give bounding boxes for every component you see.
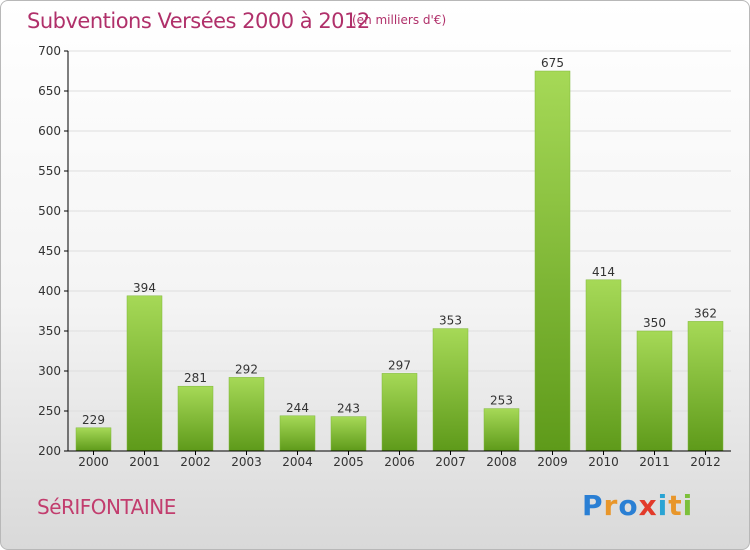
bar-value-label: 229 xyxy=(82,413,105,427)
logo-letter: o xyxy=(618,489,639,522)
x-tick-label: 2003 xyxy=(231,455,262,469)
y-tick-label: 700 xyxy=(38,44,61,58)
bar xyxy=(228,377,265,452)
proxiti-logo: Proxiti xyxy=(582,489,693,522)
bar-value-label: 253 xyxy=(490,394,513,408)
bar-value-label: 292 xyxy=(235,362,258,376)
bar xyxy=(75,427,112,452)
bar xyxy=(279,415,316,452)
bar-value-label: 353 xyxy=(439,314,462,328)
y-tick-label: 550 xyxy=(38,164,61,178)
y-tick-label: 250 xyxy=(38,404,61,418)
chart-title: Subventions Versées 2000 à 2012 xyxy=(27,9,370,33)
y-tick-label: 650 xyxy=(38,84,61,98)
logo-letter: i xyxy=(682,489,694,522)
bar-value-label: 414 xyxy=(592,265,615,279)
bar xyxy=(636,330,673,452)
bar-value-label: 243 xyxy=(337,402,360,416)
labels: 200 250 300 350 400 450 500 550 600 650 700 229 2000… xyxy=(38,44,721,469)
bar-value-label: 281 xyxy=(184,371,207,385)
y-tick-label: 300 xyxy=(38,364,61,378)
place-name: SéRIFONTAINE xyxy=(37,495,176,519)
logo-letter: r xyxy=(603,489,619,522)
y-tick-label: 200 xyxy=(38,444,61,458)
bar xyxy=(432,328,469,452)
x-tick-label: 2010 xyxy=(588,455,619,469)
logo-letter: t xyxy=(668,489,683,522)
y-tick-label: 400 xyxy=(38,284,61,298)
bar xyxy=(585,279,622,452)
bar xyxy=(687,321,724,452)
x-tick-label: 2007 xyxy=(435,455,466,469)
bars xyxy=(75,70,724,452)
bar-value-label: 362 xyxy=(694,306,717,320)
x-tick-label: 2000 xyxy=(78,455,109,469)
x-tick-label: 2002 xyxy=(180,455,211,469)
y-tick-label: 450 xyxy=(38,244,61,258)
bar xyxy=(483,408,520,452)
x-tick-label: 2009 xyxy=(537,455,568,469)
bar-value-label: 394 xyxy=(133,281,156,295)
bar-value-label: 350 xyxy=(643,316,666,330)
y-tick-label: 350 xyxy=(38,324,61,338)
logo-letter: x xyxy=(638,489,658,522)
bar xyxy=(381,373,418,452)
x-tick-label: 2004 xyxy=(282,455,313,469)
bar-value-label: 244 xyxy=(286,401,309,415)
bar xyxy=(330,416,367,452)
chart-subtitle: (en milliers d'€) xyxy=(352,13,447,27)
x-tick-label: 2008 xyxy=(486,455,517,469)
bar-value-label: 675 xyxy=(541,56,564,70)
logo-letter: P xyxy=(582,489,604,522)
bar xyxy=(126,295,163,452)
x-tick-label: 2006 xyxy=(384,455,415,469)
axes xyxy=(64,50,731,455)
x-tick-label: 2001 xyxy=(129,455,160,469)
gridlines xyxy=(68,50,731,412)
x-tick-label: 2012 xyxy=(690,455,721,469)
logo-letter: i xyxy=(657,489,669,522)
bar-value-label: 297 xyxy=(388,358,411,372)
bar xyxy=(177,385,214,452)
bar xyxy=(534,70,571,452)
y-tick-label: 600 xyxy=(38,124,61,138)
y-tick-label: 500 xyxy=(38,204,61,218)
x-tick-label: 2011 xyxy=(639,455,670,469)
x-tick-label: 2005 xyxy=(333,455,364,469)
